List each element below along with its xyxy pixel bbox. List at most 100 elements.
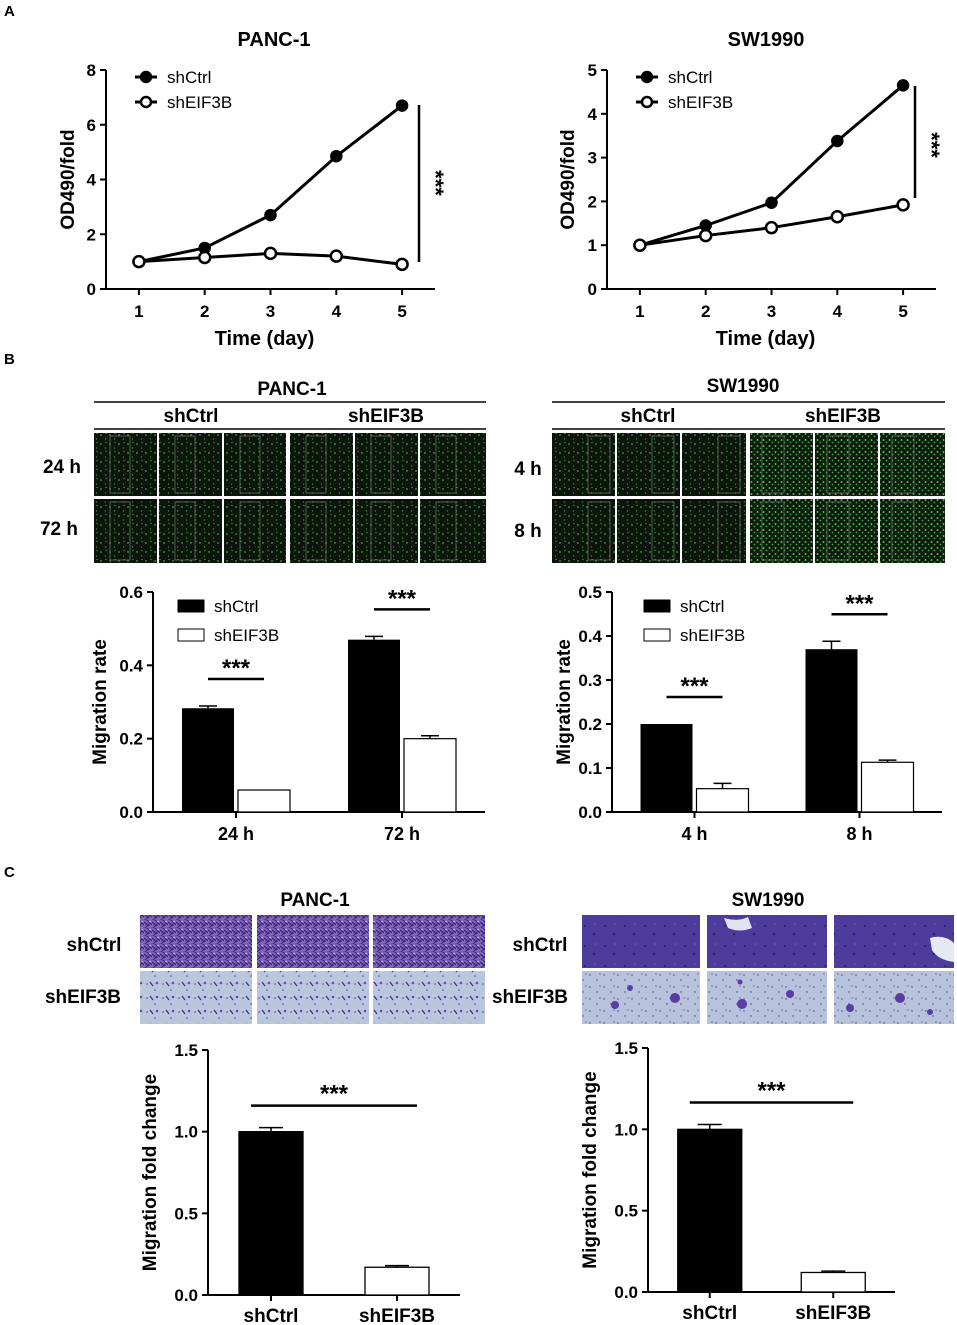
wound-image bbox=[94, 433, 157, 496]
bar bbox=[800, 1271, 866, 1293]
legend-swatch bbox=[643, 628, 671, 642]
x-axis-label: Time (day) bbox=[215, 328, 315, 350]
x-tick-label: 8 h bbox=[846, 824, 872, 844]
panel-c-panc1-header: PANC-1 shCtrl shEIF3B bbox=[45, 890, 350, 1008]
wound-image bbox=[290, 433, 353, 496]
chart-a-sw1990: SW1990 0 1 2 3 4 5 OD490/fold 1 2 3 4 5 Time (day) shC… bbox=[558, 29, 944, 350]
y-tick-label: 0.0 bbox=[119, 803, 143, 822]
transwell-image bbox=[257, 915, 369, 968]
wound-image bbox=[290, 499, 353, 563]
legend-label: shEIF3B bbox=[214, 626, 279, 645]
transwell-image bbox=[140, 971, 252, 1024]
panel-b-panc1-sheif3b-label: shEIF3B bbox=[348, 406, 424, 427]
x-tick-label: 1 bbox=[635, 302, 644, 321]
data-point bbox=[765, 196, 778, 209]
chart-b-sw1990: 0.0 0.1 0.2 0.3 0.4 0.5 Migration rate 4 h *** 8 … bbox=[554, 583, 942, 844]
chart-c-panc1: 0.0 0.5 1.0 1.5 Migration fold change shCtrl s… bbox=[140, 1041, 460, 1325]
y-tick-label: 4 bbox=[588, 105, 598, 124]
data-point bbox=[263, 246, 278, 261]
panel-c-sw1990-title: SW1990 bbox=[732, 890, 805, 911]
significance-label: *** bbox=[423, 170, 448, 196]
panel-b-sw1990-row-8h: 8 h bbox=[514, 521, 541, 542]
data-point bbox=[330, 149, 343, 163]
chart-b-panc1: 0.0 0.2 0.4 0.6 Migration rate 24 h *** 72 h ***… bbox=[90, 583, 485, 844]
chart-a-panc1: PANC-1 0 2 4 6 8 OD490/fold 1 2 3 4 5 Time (day) shCt… bbox=[58, 29, 448, 350]
legend-label: shCtrl bbox=[680, 597, 724, 616]
transwell-image bbox=[373, 915, 485, 968]
y-tick-label: 6 bbox=[87, 116, 96, 135]
wound-image bbox=[355, 433, 418, 496]
panel-b-panc1-header: PANC-1 shCtrl shEIF3B 24 h 72 h bbox=[40, 379, 486, 540]
panel-label-a: A bbox=[4, 3, 15, 20]
wound-image bbox=[750, 433, 813, 496]
wound-image bbox=[750, 499, 813, 563]
bar bbox=[860, 761, 915, 813]
y-axis-label: Migration rate bbox=[90, 639, 111, 765]
bar bbox=[182, 708, 234, 812]
x-tick-label: shEIF3B bbox=[359, 1306, 435, 1325]
data-point bbox=[395, 99, 409, 112]
y-tick-label: 1.5 bbox=[614, 1039, 638, 1058]
wound-image bbox=[552, 433, 615, 496]
panel-c-panc1-row-shctrl: shCtrl bbox=[67, 935, 122, 956]
x-tick-label: 24 h bbox=[218, 824, 254, 844]
panel-c-sw1990-header: SW1990 shCtrl shEIF3B bbox=[492, 890, 804, 1008]
wound-image bbox=[420, 433, 486, 496]
bar bbox=[364, 1266, 430, 1296]
x-tick-label: 5 bbox=[397, 302, 406, 321]
y-tick-label: 1.0 bbox=[174, 1123, 198, 1142]
data-point bbox=[329, 249, 344, 263]
significance-label: *** bbox=[388, 585, 417, 612]
wound-image bbox=[159, 499, 222, 563]
wound-image bbox=[224, 433, 286, 496]
bar bbox=[695, 788, 750, 813]
panel-c-panc1-transwell-images bbox=[140, 915, 485, 1024]
transwell-image bbox=[707, 971, 827, 1024]
transwell-image bbox=[834, 971, 954, 1024]
panel-c-sw1990-row-shctrl: shCtrl bbox=[513, 935, 568, 956]
wound-image bbox=[552, 499, 615, 563]
y-tick-label: 0.5 bbox=[614, 1202, 638, 1221]
legend-marker bbox=[640, 95, 654, 109]
y-tick-label: 2 bbox=[87, 225, 96, 244]
y-tick-label: 0.4 bbox=[119, 656, 143, 675]
x-tick-label: 2 bbox=[200, 302, 209, 321]
chart-title: SW1990 bbox=[728, 29, 805, 51]
x-axis-label: Time (day) bbox=[716, 328, 816, 350]
x-tick-label: 1 bbox=[134, 302, 143, 321]
x-tick-label: shCtrl bbox=[244, 1306, 299, 1325]
legend-marker bbox=[640, 70, 654, 84]
x-tick-label: 3 bbox=[266, 302, 275, 321]
bar bbox=[348, 639, 400, 812]
data-point bbox=[830, 209, 845, 224]
transwell-image bbox=[582, 915, 700, 968]
x-tick-label: 4 bbox=[332, 302, 342, 321]
data-point bbox=[395, 257, 409, 272]
y-axis-label: Migration fold change bbox=[580, 1071, 601, 1268]
data-point bbox=[264, 208, 277, 222]
y-tick-label: 0 bbox=[588, 280, 597, 299]
x-tick-label: 72 h bbox=[384, 824, 420, 844]
y-axis-label: Migration fold change bbox=[140, 1074, 161, 1271]
y-tick-label: 0.3 bbox=[578, 671, 602, 690]
y-axis-label: OD490/fold bbox=[58, 129, 79, 229]
wound-image bbox=[420, 499, 486, 563]
bar bbox=[238, 1131, 304, 1296]
panel-b-sw1990-wound-images bbox=[552, 433, 945, 563]
legend-label: shEIF3B bbox=[668, 93, 733, 112]
y-tick-label: 3 bbox=[588, 149, 597, 168]
x-tick-label: 2 bbox=[701, 302, 710, 321]
transwell-image bbox=[140, 915, 252, 968]
wound-image bbox=[682, 433, 746, 496]
data-point bbox=[764, 220, 779, 235]
legend-swatch bbox=[177, 599, 205, 613]
chart-title: PANC-1 bbox=[238, 29, 311, 51]
panel-label-c: C bbox=[4, 864, 15, 881]
significance-label: *** bbox=[757, 1077, 786, 1104]
transwell-image bbox=[257, 971, 369, 1024]
wound-image bbox=[617, 433, 680, 496]
panel-b-panc1-wound-images bbox=[94, 433, 486, 563]
data-point bbox=[197, 250, 212, 265]
y-tick-label: 1.5 bbox=[174, 1041, 198, 1060]
